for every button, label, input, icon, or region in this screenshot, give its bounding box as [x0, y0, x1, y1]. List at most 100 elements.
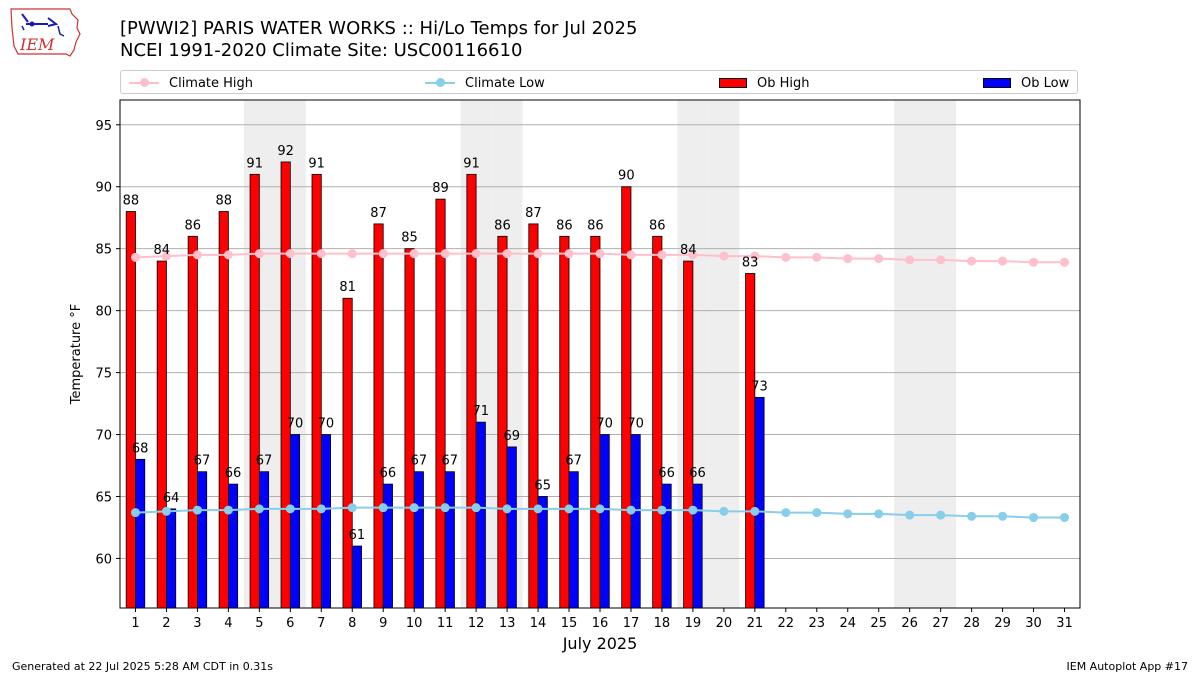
climate-high-point [409, 249, 419, 259]
ob-high-label: 86 [649, 218, 666, 233]
climate-high-point [347, 249, 357, 259]
climate-high-point [719, 251, 729, 261]
ob-high-label: 91 [308, 156, 325, 171]
ob-low-label: 71 [473, 404, 490, 419]
y-tick-label: 80 [95, 305, 112, 320]
climate-high-point [781, 252, 791, 262]
ob-low-bar [197, 471, 208, 609]
y-tick-label: 60 [95, 552, 112, 567]
x-tick-label: 21 [747, 616, 764, 631]
climate-low-point [533, 504, 543, 514]
x-tick-label: 23 [809, 616, 826, 631]
ob-low-label: 69 [503, 429, 520, 444]
climate-high-point [471, 249, 481, 259]
ob-high-label: 88 [215, 194, 232, 209]
climate-high-swatch [129, 78, 159, 87]
ob-high-label: 81 [339, 280, 356, 295]
ob-high-label: 83 [742, 255, 759, 270]
climate-high-point [1060, 257, 1070, 267]
climate-high-point [905, 255, 915, 265]
ob-high-bar [404, 248, 415, 609]
iowa-outline-shape [10, 8, 81, 57]
ob-high-label: 86 [556, 218, 573, 233]
ob-low-label: 65 [534, 478, 551, 493]
ob-low-label: 67 [194, 454, 211, 469]
ob-low-bar [568, 471, 579, 609]
x-tick-label: 17 [623, 616, 640, 631]
ob-high-bar [218, 211, 229, 609]
ob-high-bar [125, 211, 136, 609]
chart-subtitle: NCEI 1991-2020 Climate Site: USC00116610 [120, 40, 523, 61]
climate-high-point [967, 256, 977, 266]
legend-climate-high: Climate High [129, 74, 253, 92]
climate-high-point [626, 250, 636, 260]
x-tick-label: 2 [162, 616, 170, 631]
legend-label: Ob High [757, 75, 810, 91]
ob-low-bar [258, 471, 270, 609]
ob-high-label: 88 [123, 194, 140, 209]
ob-high-label: 84 [680, 243, 697, 258]
ob-low-label: 66 [689, 466, 706, 481]
climate-high-point [874, 254, 884, 264]
logo-text: IEM [19, 35, 55, 54]
x-tick-label: 30 [1025, 616, 1042, 631]
climate-low-point [812, 508, 822, 518]
climate-low-point [161, 506, 171, 516]
climate-high-point [192, 250, 202, 260]
x-tick-label: 14 [530, 616, 547, 631]
climate-low-point [378, 503, 388, 513]
ob-high-bar [311, 173, 322, 609]
ob-low-bar [537, 496, 548, 609]
x-tick-label: 9 [379, 616, 387, 631]
climate-high-point [936, 255, 946, 265]
climate-low-point [502, 504, 512, 514]
ob-high-bar [745, 273, 756, 609]
ob-low-bar [227, 483, 239, 609]
ob-low-label: 66 [380, 466, 397, 481]
climate-high-point [130, 252, 140, 262]
x-tick-label: 29 [994, 616, 1011, 631]
ob-low-label: 64 [163, 491, 180, 506]
climate-low-point [719, 506, 729, 516]
ob-high-bar [652, 235, 663, 609]
x-tick-label: 10 [406, 616, 423, 631]
weekend-shading [708, 100, 740, 608]
ob-high-swatch [719, 78, 747, 88]
climate-high-point [812, 252, 822, 262]
climate-low-point [998, 511, 1008, 521]
climate-high-point [750, 251, 760, 261]
y-axis-label: Temperature °F [69, 304, 84, 405]
chart-title: [PWWI2] PARIS WATER WORKS :: Hi/Lo Temps… [120, 18, 638, 39]
climate-low-point [564, 504, 574, 514]
climate-low-point [750, 506, 760, 516]
ob-low-swatch [983, 78, 1011, 88]
climate-low-point [192, 505, 202, 515]
ob-low-label: 66 [225, 466, 242, 481]
climate-high-point [533, 249, 543, 259]
ob-high-bar [621, 186, 632, 609]
generated-note: Generated at 22 Jul 2025 5:28 AM CDT in … [12, 660, 273, 673]
y-tick-label: 70 [95, 429, 112, 444]
ob-low-bar [320, 434, 331, 609]
ob-low-bar [289, 434, 301, 609]
climate-low-swatch [425, 78, 455, 87]
ob-low-bar [444, 471, 455, 609]
x-tick-label: 26 [901, 616, 918, 631]
x-tick-label: 19 [685, 616, 702, 631]
x-tick-label: 25 [870, 616, 887, 631]
x-tick-label: 5 [255, 616, 263, 631]
climate-high-point [161, 251, 171, 261]
ob-low-label: 70 [627, 417, 644, 432]
ob-low-bar [692, 483, 703, 609]
x-tick-label: 3 [193, 616, 201, 631]
x-tick-label: 20 [716, 616, 733, 631]
ob-high-label: 90 [618, 169, 635, 184]
chart-legend: Climate High Climate Low Ob High Ob Low [120, 70, 1078, 94]
climate-low-point [316, 504, 326, 514]
ob-high-bar [249, 173, 260, 609]
climate-high-point [254, 249, 264, 259]
climate-high-point [657, 250, 667, 260]
legend-label: Climate Low [465, 75, 545, 91]
x-tick-label: 24 [839, 616, 856, 631]
ob-low-bar [754, 396, 765, 609]
